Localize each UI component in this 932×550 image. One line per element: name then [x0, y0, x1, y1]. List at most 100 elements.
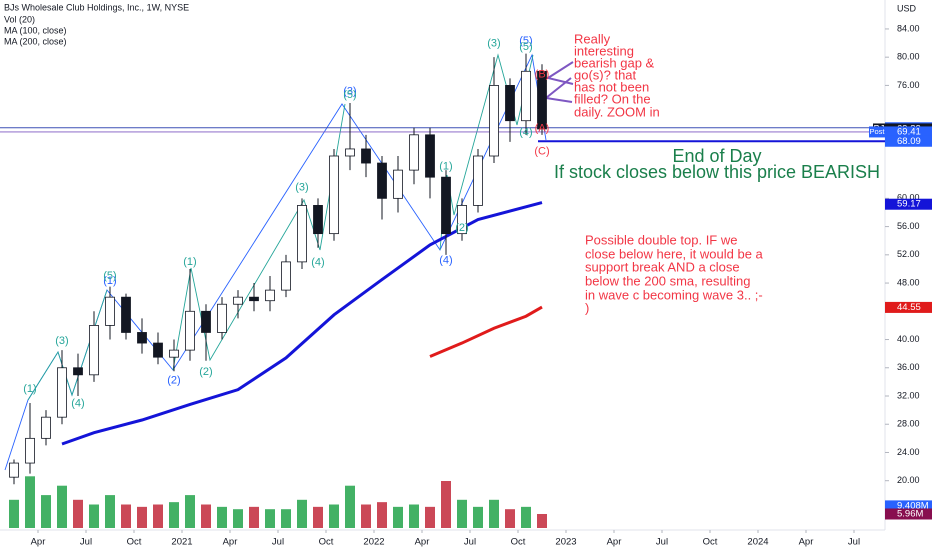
volume-bar [345, 485, 355, 528]
note-line: in wave c becoming wave 3.. ;- [585, 287, 763, 302]
candle-body [265, 289, 275, 302]
volume-bar [169, 502, 179, 528]
y-tick-label: 32.00 [897, 390, 920, 400]
y-tick-label: 28.00 [897, 419, 920, 429]
price-label: 44.55 [897, 302, 921, 313]
note-line: has not been [574, 79, 649, 94]
y-tick-label: 80.00 [897, 52, 920, 62]
x-tick-label: Jul [848, 537, 860, 548]
volume-bar [457, 499, 467, 528]
candle-body [393, 169, 403, 199]
currency: USD [897, 3, 917, 13]
price-label-box [885, 301, 932, 313]
wave-line [172, 103, 346, 371]
y-tick-label: 20.00 [897, 475, 920, 485]
volume-bar [105, 495, 115, 528]
volume-bar [521, 506, 531, 528]
volume-bar [473, 506, 483, 528]
y-tick-label: 48.00 [897, 277, 920, 287]
wave-label: (A) [535, 122, 550, 134]
ma-line [429, 305, 543, 358]
candle-body [489, 85, 499, 157]
candle-body [473, 155, 483, 206]
x-tick-label: Apr [799, 537, 814, 548]
volume-bar [41, 495, 51, 528]
legend-entry: Vol (20) [4, 14, 35, 24]
candle-body [25, 437, 35, 464]
y-tick-label: 40.00 [897, 334, 920, 344]
volume-bar [489, 499, 499, 528]
candle-body [153, 342, 163, 358]
x-tick-label: 2024 [747, 537, 768, 548]
note-line: bearish gap & [574, 55, 655, 70]
x-tick-label: Apr [31, 537, 46, 548]
x-tick-label: 2021 [171, 537, 192, 548]
note-line: filled? On the [574, 91, 651, 106]
candle-body [345, 148, 355, 157]
notes: Really interesting bearish gap & go(s)? … [554, 31, 880, 315]
x-tick-label: Oct [511, 537, 526, 548]
x-tick-label: Jul [464, 537, 476, 548]
candle-body [361, 148, 371, 164]
candle-body [297, 205, 307, 263]
y-tick-label: 24.00 [897, 447, 920, 457]
candle-body [441, 176, 451, 235]
x-tick-label: Apr [415, 537, 430, 548]
legend-entry: MA (200, close) [4, 36, 67, 46]
candle-body [409, 134, 419, 171]
volume-label: 5.96M [897, 509, 923, 520]
note-line: Possible double top. IF we [585, 232, 737, 247]
x-tick-label: Oct [703, 537, 718, 548]
wave-label: (B) [535, 69, 550, 81]
note-line: interesting [574, 43, 634, 58]
volume-bar [329, 504, 339, 528]
note-line: ) [585, 300, 589, 315]
eod-line: End of Day [672, 146, 761, 166]
candle-body [217, 303, 227, 333]
x-tick-label: Apr [607, 537, 622, 548]
candle-body [73, 367, 83, 376]
volume-bar [233, 509, 243, 528]
note-line: Really [574, 31, 611, 46]
wave-label: (5) [103, 270, 116, 282]
candle-body [425, 134, 435, 178]
y-tick-label: 56.00 [897, 221, 920, 231]
wave-label: (4) [311, 256, 324, 268]
candle-body [521, 70, 531, 122]
volume-bar [537, 513, 547, 528]
note-line: close below here, it would be a [585, 246, 764, 261]
wave-label: (1) [183, 256, 196, 268]
wave-label: (1) [103, 275, 116, 287]
wave-label: (2) [455, 222, 468, 234]
wave-label: (1) [23, 383, 36, 395]
wave-label: (2) [199, 366, 212, 378]
tag-label: Post [869, 127, 885, 136]
volume-bar [377, 502, 387, 528]
x-tick-label: Jul [80, 537, 92, 548]
candle-body [505, 85, 515, 122]
x-tick-label: 2022 [363, 537, 384, 548]
price-label: 69.41 [897, 126, 921, 137]
volume-label-box [885, 500, 932, 512]
volume-bar [137, 506, 147, 528]
volume-bar [73, 499, 83, 528]
price-label: 68.09 [897, 136, 921, 147]
candle-body [185, 310, 195, 351]
y-tick-label: 76.00 [897, 80, 920, 90]
note-line: below the 200 sma, resulting [585, 273, 750, 288]
price-label: 59.17 [897, 199, 921, 210]
candle-body [121, 296, 131, 333]
wave-label: (4) [519, 127, 532, 139]
wave-label: (2) [167, 374, 180, 386]
candle-body [313, 205, 323, 235]
x-tick-label: Oct [127, 537, 142, 548]
candle-body [9, 462, 19, 478]
wave-label: (5) [519, 35, 532, 47]
wave-label: (C) [534, 146, 549, 158]
volume-bar [9, 499, 19, 528]
wave-label: (3) [55, 335, 68, 347]
note-line: go(s)? that [574, 67, 637, 82]
y-tick-label: 52.00 [897, 249, 920, 259]
